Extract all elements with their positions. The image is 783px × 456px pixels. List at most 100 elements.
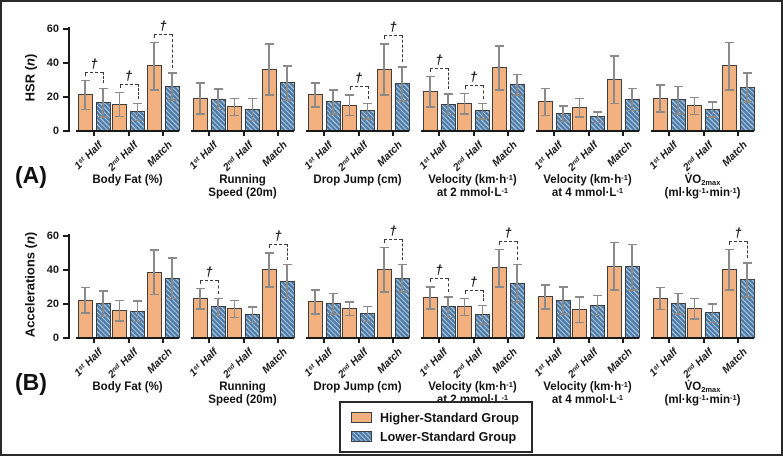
error-bar-cap-bottom — [80, 108, 90, 111]
error-bar-cap-bottom — [724, 89, 734, 91]
x-axis-tick — [208, 339, 210, 343]
dagger-bracket-top — [430, 67, 448, 69]
error-bar-line — [217, 88, 219, 109]
group-label: Body Fat (%) — [92, 381, 163, 393]
error-bar-cap-bottom — [593, 314, 602, 317]
error-bar-line — [562, 105, 564, 121]
dagger-bracket-top — [269, 244, 287, 245]
error-bar-line — [481, 304, 484, 324]
dagger-bracket-top — [384, 238, 402, 240]
error-bar-cap-top — [460, 297, 469, 300]
x-axis-tick — [668, 339, 670, 343]
error-bar-cap-bottom — [512, 301, 522, 303]
error-bar-cap-top — [363, 305, 372, 308]
error-bar-cap-top — [512, 263, 522, 266]
error-bar-cap-bottom — [627, 109, 637, 112]
error-bar-line — [401, 66, 403, 101]
legend-item-lower-standard: Lower-Standard Group — [351, 427, 519, 446]
x-tick-label: 1st Half — [302, 346, 336, 380]
error-bar-cap-top — [575, 296, 584, 298]
error-bar-cap-bottom — [655, 111, 665, 113]
group-label: Drop Jump (cm) — [313, 174, 402, 186]
error-bar-cap-top — [115, 299, 124, 302]
x-tick-label: Match — [374, 139, 405, 169]
x-axis-baseline — [306, 130, 409, 132]
x-axis-tick — [392, 132, 394, 136]
error-bar-cap-top — [655, 286, 665, 289]
x-tick-label: Match — [604, 346, 635, 376]
error-bar-cap-top — [363, 102, 372, 105]
y-axis-line — [68, 234, 70, 339]
error-bar-cap-bottom — [167, 99, 177, 101]
x-tick-label: 2nd Half — [450, 139, 485, 174]
error-bar-cap-bottom — [282, 297, 292, 300]
error-bar-cap-bottom — [149, 293, 159, 296]
error-bar-cap-top — [345, 301, 354, 303]
y-axis-tick — [63, 303, 68, 305]
x-axis-tick — [127, 339, 130, 343]
x-axis-tick — [242, 132, 245, 136]
error-bar-cap-bottom — [443, 316, 453, 319]
y-axis-tick — [63, 130, 68, 132]
error-bar-line — [233, 97, 236, 115]
dagger-bracket-top — [85, 71, 103, 73]
dagger-bracket-top — [119, 83, 138, 85]
error-bar-cap-bottom — [115, 320, 124, 322]
dagger-bracket-left — [384, 35, 385, 40]
x-tick-label: 2nd Half — [220, 139, 255, 174]
dagger-bracket-right — [218, 279, 219, 294]
group-label: Body Fat (%) — [92, 174, 163, 186]
error-bar-line — [711, 303, 714, 322]
x-tick-label: 2nd Half — [680, 139, 715, 174]
y-axis-tick-label: 40 — [46, 264, 59, 276]
error-bar-cap-top — [328, 89, 338, 91]
dagger-bracket-right — [482, 84, 484, 99]
x-axis-tick — [392, 339, 394, 343]
error-bar-cap-bottom — [673, 113, 683, 115]
error-bar-line — [314, 289, 316, 314]
error-bar-cap-bottom — [195, 113, 205, 115]
error-bar-cap-top — [575, 97, 584, 100]
x-axis-baseline — [76, 130, 179, 132]
error-bar-cap-bottom — [328, 113, 338, 115]
error-bar-line — [693, 96, 696, 114]
x-axis-tick — [93, 339, 95, 343]
error-bar-cap-top — [627, 243, 637, 245]
x-axis-baseline — [421, 337, 524, 339]
error-bar-cap-top — [609, 241, 619, 244]
significance-dagger: † — [435, 262, 443, 277]
error-bar-line — [463, 92, 466, 113]
x-tick-label: Match — [489, 139, 520, 169]
dagger-bracket-right — [448, 278, 449, 293]
error-bar-line — [153, 41, 155, 90]
error-bar-cap-top — [80, 286, 90, 289]
error-bar-line — [383, 246, 385, 292]
error-bar-line — [171, 257, 173, 298]
error-bar-line — [659, 84, 661, 112]
error-bar-cap-top — [540, 87, 550, 89]
error-bar-cap-top — [167, 257, 177, 259]
error-bar-cap-bottom — [310, 106, 320, 108]
dagger-bracket-left — [384, 238, 385, 243]
x-tick-label: Match — [604, 139, 635, 169]
error-bar-line — [429, 75, 431, 107]
dagger-bracket-top — [729, 240, 747, 242]
error-bar-line — [136, 102, 139, 120]
error-bar-cap-top — [264, 43, 274, 45]
error-bar-line — [562, 286, 564, 314]
error-bar-line — [631, 87, 633, 110]
significance-dagger: † — [159, 17, 167, 33]
x-axis-tick — [472, 339, 475, 343]
error-bar-cap-top — [494, 248, 504, 251]
x-axis-tick — [277, 339, 279, 343]
error-bar-cap-bottom — [149, 89, 159, 91]
error-bar-cap-top — [460, 92, 469, 95]
error-bar-cap-bottom — [512, 94, 522, 96]
error-bar-line — [314, 82, 316, 107]
error-bar-cap-top — [195, 82, 205, 84]
error-bar-line — [498, 248, 500, 286]
error-bar-cap-top — [379, 246, 389, 249]
x-axis-baseline — [536, 130, 639, 132]
error-bar-cap-bottom — [328, 313, 338, 315]
x-tick-label: 1st Half — [647, 346, 681, 380]
